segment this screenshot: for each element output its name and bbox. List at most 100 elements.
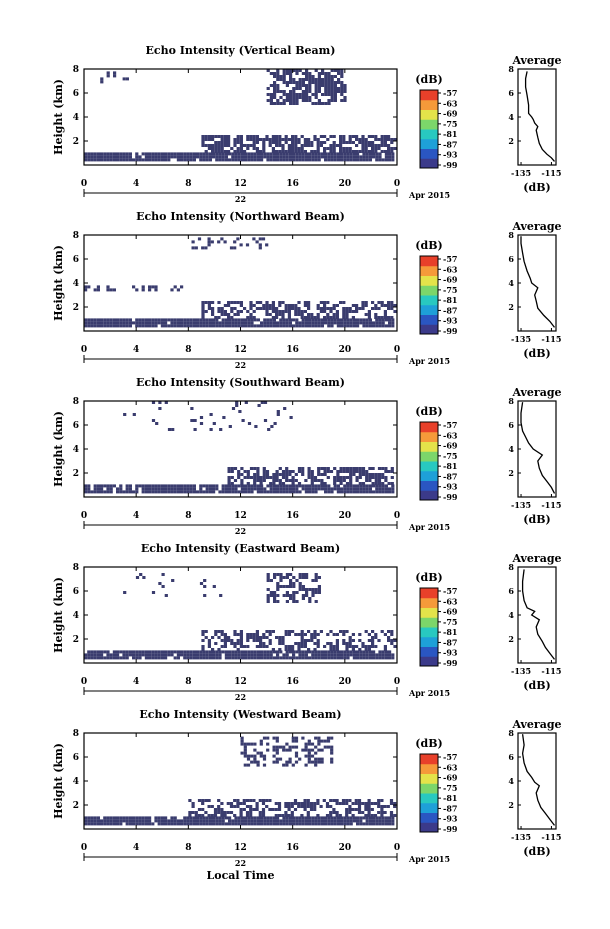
profile-y-tick-label: 4	[508, 610, 514, 620]
colorbar-tick-label: -99	[443, 658, 458, 668]
profile-y-tick-label: 2	[508, 302, 514, 312]
y-tick-label: 4	[73, 445, 79, 455]
profile-line	[520, 236, 556, 328]
profile-x-tick-label: -135	[511, 334, 531, 344]
chart-title: Echo Intensity (Eastward Beam)	[141, 542, 340, 555]
y-tick-label: 6	[73, 753, 79, 763]
colorbar-segment	[420, 441, 438, 452]
colorbar-segment	[420, 822, 438, 833]
x-tick-label: 12	[234, 843, 247, 853]
x-axis: 0 4 8 12 16 20 0	[81, 69, 400, 189]
y-axis-label: Height (km)	[52, 577, 65, 653]
chart-title: Echo Intensity (Vertical Beam)	[145, 44, 335, 57]
colorbar-segment	[420, 285, 438, 296]
x-tick-label: 16	[286, 843, 299, 853]
colorbar-frame	[419, 753, 439, 833]
colorbar-segment	[420, 793, 438, 804]
x-tick-label: 20	[339, 511, 352, 521]
echo-cells	[84, 401, 395, 494]
colorbar-tick-label: -57	[443, 752, 457, 762]
profile-x-label: (dB)	[523, 181, 550, 194]
profile-frame	[517, 400, 557, 498]
colorbar-segment	[420, 783, 438, 794]
colorbar-segment	[420, 295, 438, 306]
chart-title: Echo Intensity (Westward Beam)	[139, 708, 341, 721]
x-tick-label: 20	[339, 345, 352, 355]
x-tick-label: 12	[234, 179, 247, 189]
x-axis-label: Local Time	[207, 869, 275, 882]
x-tick-label: 4	[133, 843, 139, 853]
y-tick-label: 6	[73, 89, 79, 99]
profile-y-tick-label: 6	[508, 586, 514, 596]
profile-frame	[517, 566, 557, 664]
colorbar-tick-label: -75	[443, 451, 457, 461]
colorbar-frame	[419, 255, 439, 335]
colorbar-tick-label: -57	[443, 420, 457, 430]
echo-cells	[84, 69, 397, 162]
x-axis: 0 4 8 12 16 20 0	[81, 733, 400, 853]
x-tick-label: 0	[394, 511, 400, 521]
colorbar-tick-label: -99	[443, 492, 458, 502]
y-tick-label: 4	[73, 777, 79, 787]
profile-y-tick-label: 6	[508, 420, 514, 430]
panel-1: Echo Intensity (Vertical Beam)0 4 8 12 16 20 0…	[52, 44, 562, 204]
colorbar-frame	[419, 587, 439, 667]
echo-cells	[84, 736, 397, 826]
profile-line	[524, 71, 555, 162]
colorbar-tick-label: -63	[443, 762, 458, 772]
colorbar-unit: (dB)	[415, 571, 442, 584]
colorbar-segment	[420, 324, 438, 335]
month-label: Apr 2015	[408, 190, 450, 200]
y-tick-label: 4	[73, 611, 79, 621]
x-tick-label: 20	[339, 843, 352, 853]
colorbar-frame	[419, 421, 439, 501]
colorbar-segment	[420, 275, 438, 286]
profile-x-label: (dB)	[523, 679, 550, 692]
colorbar-segment	[420, 627, 438, 638]
colorbar-tick-label: -87	[443, 471, 457, 481]
profile-x-label: (dB)	[523, 845, 550, 858]
profile-y-tick-label: 2	[508, 136, 514, 146]
y-tick-label: 8	[73, 397, 79, 407]
profile-y-tick-label: 2	[508, 634, 514, 644]
x-tick-label: 4	[133, 677, 139, 687]
colorbar-unit: (dB)	[415, 737, 442, 750]
y-axis-label: Height (km)	[52, 79, 65, 155]
profile-y-tick-label: 2	[508, 800, 514, 810]
x-tick-label: 0	[81, 511, 87, 521]
x-tick-label: 8	[185, 677, 191, 687]
colorbar-tick-label: -69	[443, 109, 458, 119]
y-tick-label: 2	[73, 635, 79, 645]
profile-title: Average	[511, 552, 561, 565]
y-tick-label: 4	[73, 113, 79, 123]
profile-y-tick-label: 8	[508, 64, 514, 74]
echo-cells	[84, 237, 397, 328]
x-tick-label: 0	[394, 345, 400, 355]
colorbar-tick-label: -57	[443, 586, 457, 596]
colorbar-tick-label: -63	[443, 430, 458, 440]
y-tick-label: 8	[73, 65, 79, 75]
colorbar-segment	[420, 636, 438, 647]
colorbar-frame	[419, 89, 439, 169]
profile-y-tick-label: 8	[508, 230, 514, 240]
colorbar-tick-label: -93	[443, 482, 458, 492]
panel-4: Echo Intensity (Eastward Beam)0 4 8 12 16 20 0…	[52, 542, 562, 702]
colorbar-tick-label: -87	[443, 803, 457, 813]
colorbar-unit: (dB)	[415, 239, 442, 252]
colorbar-unit: (dB)	[415, 405, 442, 418]
profile-y-tick-label: 4	[508, 444, 514, 454]
profile-y-tick-label: 2	[508, 468, 514, 478]
profile-x-tick-label: -115	[541, 500, 561, 510]
x-tick-label: 4	[133, 179, 139, 189]
colorbar-segment	[420, 256, 438, 267]
colorbar-tick-label: -81	[443, 627, 457, 637]
x-tick-label: 0	[81, 179, 87, 189]
colorbar-segment	[420, 90, 438, 101]
profile-y-tick-label: 8	[508, 562, 514, 572]
colorbar-segment	[420, 314, 438, 325]
panel-3: Echo Intensity (Southward Beam)0 4 8 12 16 20…	[52, 376, 562, 536]
colorbar-segment	[420, 597, 438, 608]
colorbar-tick-label: -81	[443, 461, 457, 471]
profile-x-tick-label: -115	[541, 168, 561, 178]
colorbar-segment	[420, 158, 438, 169]
